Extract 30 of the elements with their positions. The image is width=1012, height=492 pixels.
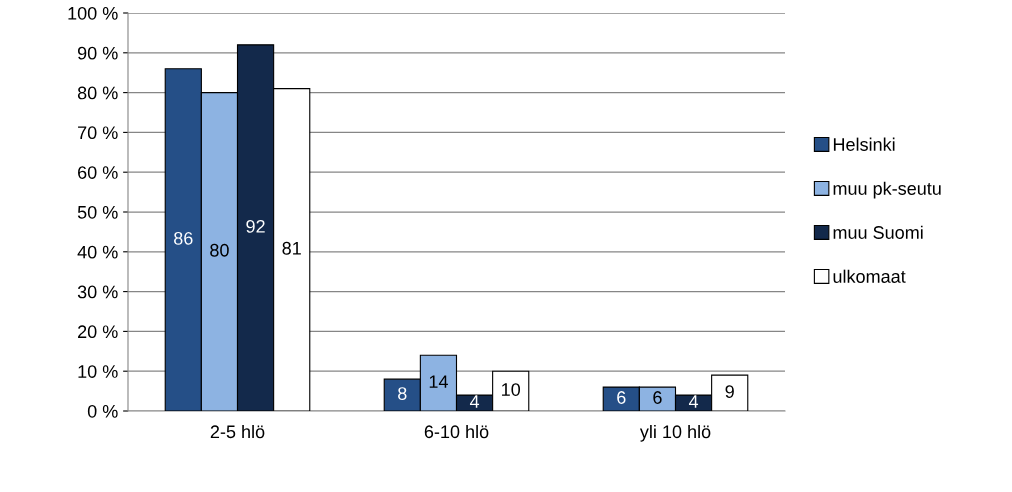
data-label: 10 [502,383,521,396]
y-tick-label: 20 % [78,325,118,339]
y-tick-label: 0 % [87,404,118,418]
y-tick-label: 100 % [68,6,118,20]
data-label: 6 [653,391,662,404]
y-tick-label: 90 % [77,46,118,60]
data-label: 92 [246,219,265,233]
legend-label: muu Suomi [833,225,923,239]
x-tick-label: yli 10 hlö [639,424,711,442]
data-label: 8 [398,387,407,400]
y-tick-label: 60 % [78,166,118,179]
data-label: 81 [282,241,301,255]
y-tick-label: 70 % [78,126,118,140]
data-label: 86 [174,231,193,245]
data-label: 4 [688,395,699,408]
x-tick-label: 6-10 hlö [424,424,489,439]
y-tick-label: 80 % [77,86,118,100]
y-tick-label: 30 % [77,285,118,299]
data-label: 9 [725,385,734,398]
y-tick-label: 50 % [77,205,118,219]
data-label: 6 [617,391,626,404]
legend-label: muu pk-seutu [833,181,941,199]
x-tick-label: 2-5 hlö [210,424,265,439]
y-tick-label: 10 % [78,365,118,378]
y-tick-label: 40 % [77,245,118,259]
legend-label: ulkomaat [833,269,906,283]
legend-label: Helsinki [833,137,895,151]
data-label: 4 [469,395,480,408]
data-label: 14 [429,375,448,388]
data-label: 80 [210,243,229,257]
